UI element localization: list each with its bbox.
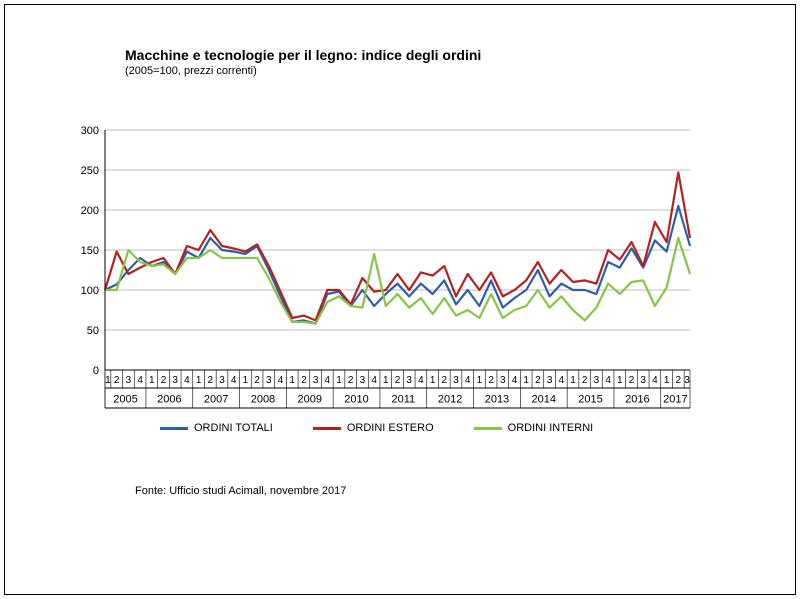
svg-text:2014: 2014 (532, 393, 556, 405)
chart-frame: Macchine e tecnologie per il legno: indi… (4, 4, 796, 595)
svg-text:2017: 2017 (663, 393, 687, 405)
svg-text:150: 150 (81, 245, 99, 257)
svg-text:2015: 2015 (578, 393, 602, 405)
legend: ORDINI TOTALI ORDINI ESTERO ORDINI INTERNI (160, 422, 593, 434)
svg-text:2: 2 (488, 375, 494, 386)
svg-text:2009: 2009 (298, 393, 322, 405)
svg-text:2: 2 (395, 375, 401, 386)
svg-text:250: 250 (81, 165, 99, 177)
svg-text:4: 4 (465, 375, 471, 386)
svg-text:2008: 2008 (251, 393, 275, 405)
svg-text:3: 3 (406, 375, 412, 386)
svg-text:3: 3 (172, 375, 178, 386)
svg-text:2: 2 (161, 375, 167, 386)
svg-text:3: 3 (126, 375, 132, 386)
svg-text:1: 1 (196, 375, 202, 386)
svg-text:2: 2 (114, 375, 120, 386)
svg-text:4: 4 (325, 375, 331, 386)
svg-text:2011: 2011 (392, 393, 416, 405)
source-note: Fonte: Ufficio studi Acimall, novembre 2… (135, 485, 346, 497)
svg-text:4: 4 (371, 375, 377, 386)
svg-text:4: 4 (605, 375, 611, 386)
svg-text:4: 4 (512, 375, 518, 386)
svg-text:1: 1 (336, 375, 342, 386)
svg-text:4: 4 (559, 375, 565, 386)
svg-text:2006: 2006 (157, 393, 181, 405)
svg-text:0: 0 (93, 365, 99, 377)
svg-text:2007: 2007 (204, 393, 228, 405)
svg-text:3: 3 (360, 375, 366, 386)
svg-text:2: 2 (254, 375, 260, 386)
svg-text:1: 1 (617, 375, 623, 386)
svg-text:1: 1 (430, 375, 436, 386)
svg-text:2010: 2010 (344, 393, 368, 405)
svg-text:2016: 2016 (625, 393, 649, 405)
svg-text:2005: 2005 (113, 393, 137, 405)
legend-swatch (160, 427, 188, 430)
legend-swatch (313, 427, 341, 430)
svg-text:3: 3 (313, 375, 319, 386)
svg-text:50: 50 (87, 325, 99, 337)
svg-text:2: 2 (301, 375, 307, 386)
svg-text:3: 3 (594, 375, 600, 386)
svg-text:2: 2 (208, 375, 214, 386)
legend-item: ORDINI ESTERO (313, 422, 434, 434)
svg-text:1: 1 (289, 375, 295, 386)
svg-text:4: 4 (184, 375, 190, 386)
svg-text:1: 1 (105, 375, 111, 386)
svg-text:3: 3 (453, 375, 459, 386)
svg-text:1: 1 (477, 375, 483, 386)
legend-swatch (474, 427, 502, 430)
legend-item: ORDINI INTERNI (474, 422, 594, 434)
legend-label: ORDINI INTERNI (508, 422, 594, 434)
svg-text:1: 1 (523, 375, 529, 386)
svg-text:2012: 2012 (438, 393, 462, 405)
svg-text:4: 4 (652, 375, 658, 386)
svg-text:2: 2 (582, 375, 588, 386)
svg-text:1: 1 (383, 375, 389, 386)
svg-text:2013: 2013 (485, 393, 509, 405)
svg-text:1: 1 (243, 375, 249, 386)
svg-text:2: 2 (535, 375, 541, 386)
svg-text:1: 1 (664, 375, 670, 386)
svg-text:300: 300 (81, 125, 99, 137)
svg-text:1: 1 (570, 375, 576, 386)
svg-text:1: 1 (149, 375, 155, 386)
svg-text:3: 3 (684, 375, 690, 386)
svg-text:3: 3 (640, 375, 646, 386)
legend-label: ORDINI TOTALI (194, 422, 273, 434)
svg-text:3: 3 (547, 375, 553, 386)
svg-text:3: 3 (219, 375, 225, 386)
svg-text:3: 3 (266, 375, 272, 386)
svg-text:100: 100 (81, 285, 99, 297)
svg-text:2: 2 (442, 375, 448, 386)
legend-item: ORDINI TOTALI (160, 422, 273, 434)
legend-label: ORDINI ESTERO (347, 422, 434, 434)
svg-text:4: 4 (418, 375, 424, 386)
line-chart: 0501001502002503001234123412341234123412… (5, 5, 797, 415)
svg-text:2: 2 (676, 375, 682, 386)
svg-text:4: 4 (231, 375, 237, 386)
svg-text:2: 2 (348, 375, 354, 386)
svg-text:2: 2 (629, 375, 635, 386)
svg-text:3: 3 (500, 375, 506, 386)
svg-text:4: 4 (137, 375, 143, 386)
svg-text:200: 200 (81, 205, 99, 217)
svg-text:4: 4 (278, 375, 284, 386)
